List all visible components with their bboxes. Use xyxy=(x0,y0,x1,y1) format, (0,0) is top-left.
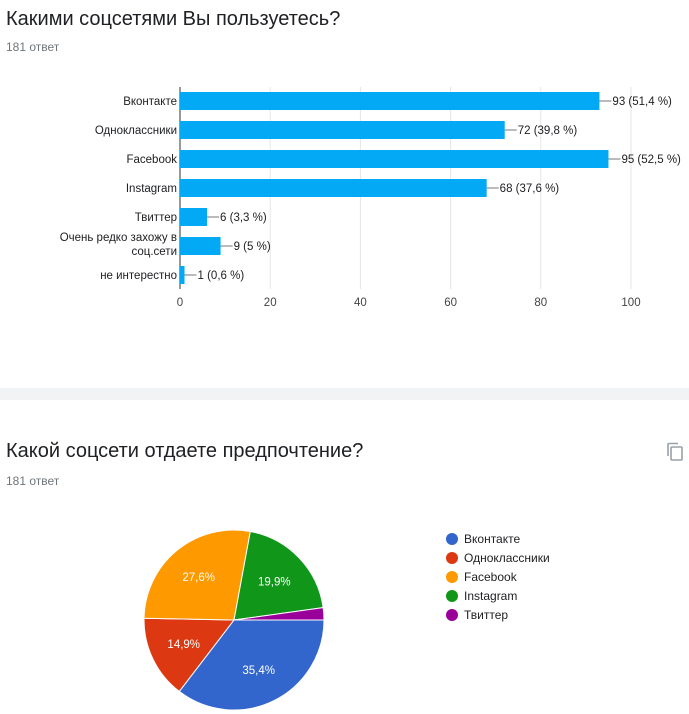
category-label: Твиттер xyxy=(135,212,177,224)
card-separator xyxy=(0,388,689,400)
category-label: Одноклассники xyxy=(95,125,177,137)
legend-item: Вконтакте xyxy=(446,529,550,548)
legend-swatch xyxy=(446,589,458,602)
category-label: не интерестно xyxy=(100,270,177,282)
x-tick-label: 20 xyxy=(264,297,277,309)
x-tick-label: 40 xyxy=(354,297,367,309)
data-label: 93 (51,4 %) xyxy=(612,96,672,108)
bar-chart: 0 20 40 60 80 100 93 (51,4 %) Вконтакте 72 (39,8… xyxy=(60,87,681,309)
x-tick-label: 60 xyxy=(444,297,457,309)
bar xyxy=(180,150,609,168)
data-label: 1 (0,6 %) xyxy=(198,270,245,282)
pie-slice-label: 19,9% xyxy=(258,576,291,588)
legend-label: Одноклассники xyxy=(464,550,550,565)
legend-item: Одноклассники xyxy=(446,548,550,567)
category-label-line: соц.сети xyxy=(131,246,177,258)
pie-slice-label: 14,9% xyxy=(167,639,200,651)
pie-chart: 35,4% 14,9% 27,6% 19,9% xyxy=(143,529,325,711)
legend-label: Facebook xyxy=(464,569,517,584)
pie-slice xyxy=(233,607,325,621)
response-count: 181 ответ xyxy=(6,474,60,488)
data-label: 72 (39,8 %) xyxy=(518,125,578,137)
copy-icon[interactable] xyxy=(666,442,684,462)
pie-slice xyxy=(233,530,324,621)
category-label: Instagram xyxy=(126,183,177,195)
legend-swatch xyxy=(446,532,458,545)
category-label-line: Очень редко захожу в xyxy=(60,232,177,244)
data-label: 95 (52,5 %) xyxy=(621,154,681,166)
bar xyxy=(180,266,185,284)
legend-label: Твиттер xyxy=(464,607,509,622)
x-tick-label: 80 xyxy=(534,297,547,309)
question-card-2: Какой соцсети отдаете предпочтение? 181 … xyxy=(0,400,689,714)
pie-legend: Вконтакте Одноклассники Facebook Instagram Т… xyxy=(446,529,550,624)
question-title: Какой соцсети отдаете предпочтение? xyxy=(6,440,364,462)
data-label: 9 (5 %) xyxy=(234,241,271,253)
x-tick-label: 100 xyxy=(621,297,640,309)
bar xyxy=(180,237,221,255)
pie-slice xyxy=(143,617,235,693)
pie-slice-label: 27,6% xyxy=(182,572,215,584)
legend-swatch xyxy=(446,551,458,564)
legend-item: Instagram xyxy=(446,586,550,605)
legend-swatch xyxy=(446,570,458,583)
bar xyxy=(180,92,600,110)
bar xyxy=(180,121,505,139)
pie-slice-label: 35,4% xyxy=(242,665,275,677)
category-label: Facebook xyxy=(126,154,177,166)
legend-swatch xyxy=(446,608,458,621)
bar xyxy=(180,208,208,226)
question-card-1: Какими соцсетями Вы пользуетесь? 181 отв… xyxy=(6,8,682,309)
data-label: 68 (37,6 %) xyxy=(500,183,560,195)
category-label: Очень редко захожу в соц.сети xyxy=(60,232,177,258)
legend-label: Вконтакте xyxy=(464,531,521,546)
pie-slice xyxy=(178,619,325,711)
legend-label: Instagram xyxy=(464,588,518,603)
data-label: 6 (3,3 %) xyxy=(220,212,267,224)
bar xyxy=(180,179,487,197)
legend-item: Твиттер xyxy=(446,605,550,624)
question-title: Какими соцсетями Вы пользуетесь? xyxy=(6,8,341,30)
response-count: 181 ответ xyxy=(6,40,60,54)
pie-slice xyxy=(143,529,251,621)
category-label: Вконтакте xyxy=(123,96,177,108)
legend-item: Facebook xyxy=(446,567,550,586)
x-tick-label: 0 xyxy=(177,297,183,309)
